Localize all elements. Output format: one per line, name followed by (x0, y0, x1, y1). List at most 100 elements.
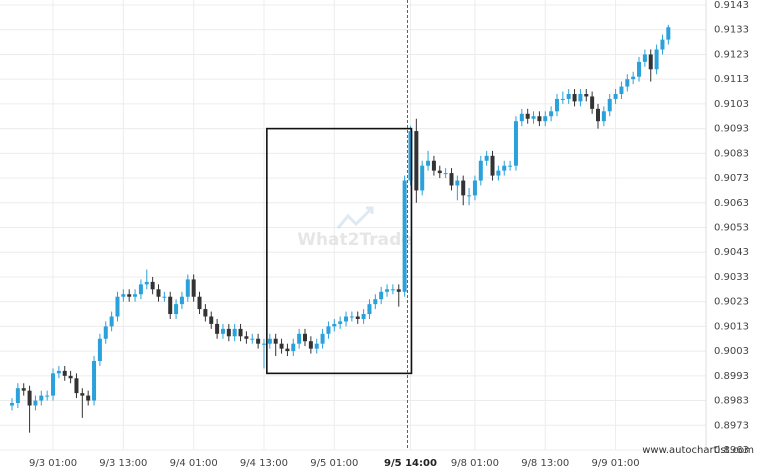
candle-body (642, 54, 647, 62)
candle-body (355, 316, 360, 319)
candle-body (232, 328, 237, 337)
candle-body (203, 309, 208, 317)
candle-body (74, 378, 79, 394)
y-tick-label: 0.9033 (714, 272, 749, 283)
candle-body (162, 296, 167, 298)
candle-body (256, 338, 261, 344)
candle-body (92, 361, 97, 401)
candle-body (138, 284, 143, 295)
y-tick-label: 0.9083 (714, 148, 749, 159)
candle-body (344, 316, 349, 322)
y-tick-label: 0.8993 (714, 371, 749, 382)
candle-body (590, 96, 595, 109)
candle-body (607, 98, 612, 112)
y-tick-label: 0.9123 (714, 49, 749, 60)
candle-body (80, 393, 85, 396)
x-tick-label: 9/4 13:00 (240, 458, 288, 469)
candle-body (174, 304, 179, 315)
candle-body (472, 180, 477, 196)
candle-body (68, 375, 73, 379)
candle-body (338, 321, 343, 324)
candle-body (402, 180, 407, 292)
candle-body (279, 343, 284, 349)
candle-body (379, 291, 384, 300)
candle-body (45, 395, 50, 397)
candle-body (408, 131, 413, 181)
candle-body (654, 49, 659, 70)
x-tick-label: 9/5 14:00 (384, 458, 437, 469)
candle-body (285, 348, 290, 352)
candle-body (51, 373, 56, 396)
candle-body (390, 289, 395, 291)
candle-body (373, 299, 378, 305)
candle-body (150, 281, 155, 290)
candle-body (619, 86, 624, 94)
candle-body (549, 111, 554, 117)
candle-body (525, 113, 530, 119)
y-tick-label: 0.9043 (714, 247, 749, 258)
candle-body (426, 160, 431, 166)
y-tick-label: 0.9073 (714, 173, 749, 184)
candle-body (97, 338, 102, 361)
candle-body (86, 395, 91, 401)
candle-body (508, 165, 513, 167)
candle-body (273, 338, 278, 344)
y-tick-label: 0.9133 (714, 25, 749, 36)
candle-body (660, 39, 665, 50)
candle-body (33, 400, 38, 406)
candle-body (185, 279, 190, 297)
candle-body (220, 328, 225, 334)
y-tick-label: 0.8973 (714, 420, 749, 431)
candle-body (560, 98, 565, 100)
candle-body (484, 155, 489, 161)
candle-body (396, 289, 401, 292)
candle-body (449, 173, 454, 186)
candle-body (584, 94, 589, 97)
y-tick-label: 0.9023 (714, 297, 749, 308)
watermark: What2Trade (297, 206, 413, 250)
candle-body (443, 173, 448, 175)
candle-body (414, 131, 419, 191)
plot (10, 0, 671, 450)
candle-body (226, 328, 231, 337)
candle-body (39, 395, 44, 401)
candle-body (648, 54, 653, 70)
candle-body (631, 76, 636, 80)
x-tick-label: 9/5 01:00 (310, 458, 358, 469)
candle-body (537, 116, 542, 122)
candle-body (478, 160, 483, 181)
y-tick-label: 0.9093 (714, 124, 749, 135)
candle-body (314, 343, 319, 349)
candle-body (326, 326, 331, 334)
candle-body (461, 180, 466, 196)
candle-body (467, 195, 472, 197)
candle-body (566, 94, 571, 99)
y-tick-label: 0.9013 (714, 321, 749, 332)
grid (0, 0, 707, 451)
candle-body (455, 180, 460, 186)
candle-body (10, 403, 14, 406)
pattern-box (266, 127, 413, 375)
x-tick-label: 9/8 01:00 (451, 458, 499, 469)
watermark-icon (336, 206, 374, 229)
candle-body (27, 390, 32, 406)
candle-body (490, 155, 495, 176)
source: www.autochartist.com (642, 445, 754, 456)
candle-body (197, 296, 202, 310)
candle-body (261, 343, 266, 345)
candle-body (420, 165, 425, 191)
candle-body (543, 116, 548, 122)
candle-body (361, 314, 366, 319)
candle-body (127, 294, 132, 297)
candle-body (578, 94, 583, 102)
candle-body (613, 94, 618, 99)
candle-body (554, 98, 559, 112)
candle-body (572, 94, 577, 102)
candle-body (502, 165, 507, 171)
candle-body (308, 341, 313, 349)
candle-body (109, 316, 114, 327)
y-tick-label: 0.8983 (714, 396, 749, 407)
x-tick-label: 9/4 01:00 (170, 458, 218, 469)
y-tick-label: 0.9003 (714, 346, 749, 357)
candle-body (320, 333, 325, 344)
